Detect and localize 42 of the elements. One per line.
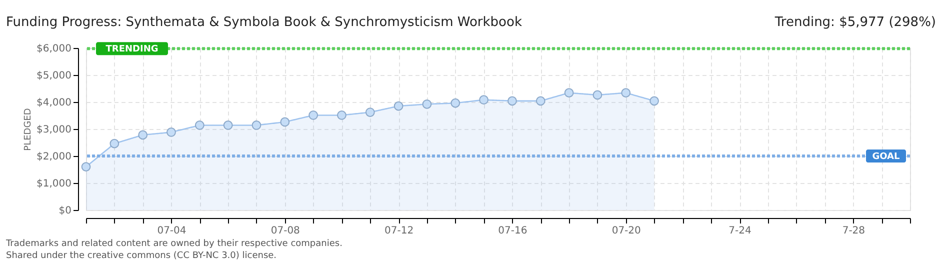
point: [536, 96, 546, 106]
x-tick-label: 7-24: [728, 226, 752, 236]
x-tick-label: 07-12: [384, 226, 414, 236]
chart-subtitle: Trending: $5,977 (298%): [774, 15, 936, 30]
y-tick-label: $5,000: [36, 70, 72, 82]
point: [450, 98, 460, 108]
y-tick-label: $0: [58, 206, 72, 216]
ref-line-label: GOAL: [872, 152, 900, 162]
y-tick-label: $1,000: [36, 178, 72, 190]
text: Trademarks and related content are owned by their respective companies.: [5, 239, 342, 249]
x-tick-label: 07-08: [270, 226, 300, 236]
y-tick-label: $3,000: [36, 124, 72, 136]
point: [223, 120, 233, 130]
point: [138, 130, 148, 140]
x-tick-label: 7-28: [842, 226, 866, 236]
point: [394, 101, 404, 111]
point: [194, 120, 204, 130]
point: [564, 88, 574, 98]
y-tick-label: $2,000: [36, 152, 72, 162]
point: [365, 108, 375, 117]
point: [479, 95, 488, 105]
point: [81, 162, 91, 172]
x-tick-label: 07-16: [498, 226, 528, 236]
y-tick-label: $6,000: [36, 44, 72, 54]
x-tick-label: 07-04: [157, 226, 186, 236]
point: [592, 90, 602, 100]
point: [110, 138, 120, 148]
text: Shared under the creative commons (CC BY-NC 3.0) license.: [6, 251, 277, 261]
point: [166, 128, 176, 137]
ref-line-label: TRENDING: [106, 44, 158, 55]
point: [508, 96, 517, 106]
y-tick-label: $4,000: [36, 98, 72, 108]
point: [621, 88, 631, 98]
chart-title: Funding Progress: Synthemata & Symbola Book & Synchromysticism Workbook: [6, 15, 522, 30]
point: [252, 120, 262, 130]
point: [337, 110, 346, 120]
point: [422, 99, 432, 109]
y-axis-title: PLEDGED: [24, 108, 34, 151]
x-tick-label: 07-20: [612, 226, 641, 236]
point: [650, 96, 659, 106]
point: [280, 117, 290, 127]
point: [308, 110, 318, 120]
